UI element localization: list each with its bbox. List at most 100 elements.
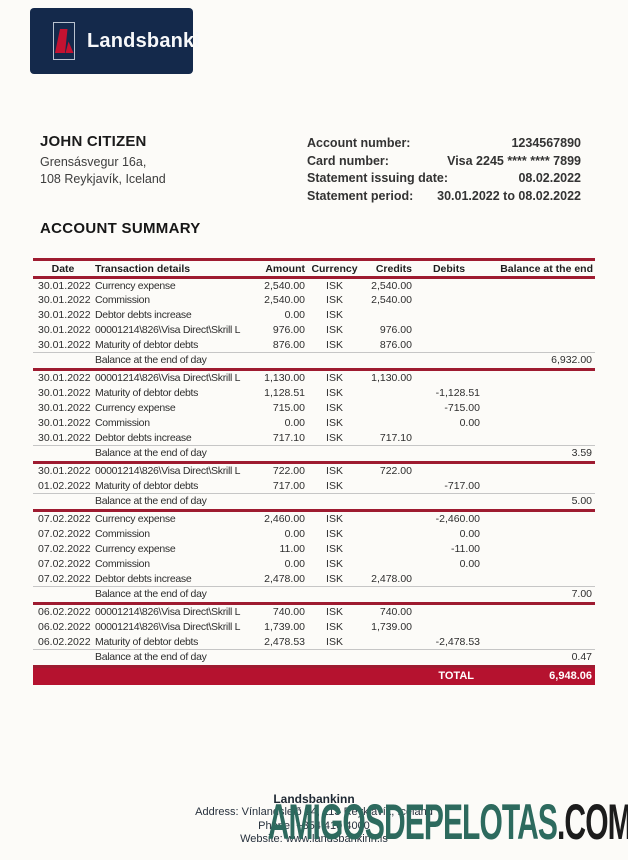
cell-balance: [484, 401, 595, 416]
table-row: 06.02.2022 00001214\826\Visa Direct\Skril…: [33, 620, 595, 635]
table-row: 30.01.2022 Currency expense 715.00 ISK -715.…: [33, 401, 595, 416]
cell-debits: [414, 278, 484, 293]
cell-credits: 722.00: [379, 465, 412, 477]
cell-balance: [484, 464, 595, 479]
cell-debits: 0.00: [459, 417, 480, 429]
cell-empty: [414, 649, 484, 665]
cell-debits: -2,460.00: [435, 513, 480, 525]
cell-date: 30.01.2022: [38, 309, 91, 321]
balance-label: Balance at the end of day: [93, 352, 245, 368]
cell-currency: ISK: [326, 621, 343, 633]
cell-credits: [362, 479, 414, 494]
cell-details: 00001214\826\Visa Direct\Skrill L: [95, 465, 241, 477]
table-row: 07.02.2022 Debtor debts increase 2,478.00 I…: [33, 572, 595, 587]
cell-currency: ISK: [326, 324, 343, 336]
logo-wordmark: Landsbanki: [87, 29, 201, 52]
cell-currency: ISK: [326, 558, 343, 570]
cell-currency: ISK: [326, 309, 343, 321]
cell-debits: [414, 431, 484, 446]
cell-amount: 2,478.00: [264, 572, 305, 585]
column-header: Debits: [414, 258, 484, 279]
balance-row: Balance at the end of day 5.00: [33, 493, 595, 509]
cell-amount: 722.00: [272, 465, 305, 477]
column-header: Amount: [245, 258, 307, 279]
cell-date: 07.02.2022: [38, 558, 91, 570]
cell-details: Commission: [95, 417, 150, 429]
total-row: TOTAL 6,948.06: [33, 667, 595, 685]
cell-balance: [484, 431, 595, 446]
table-header: Date Transaction details Amount Currency Cre…: [33, 258, 595, 279]
cell-empty: [362, 586, 414, 602]
cell-debits: -717.00: [444, 479, 480, 492]
balance-row: Balance at the end of day 6,932.00: [33, 352, 595, 368]
table-row: 30.01.2022 Debtor debts increase 0.00 ISK: [33, 308, 595, 323]
cell-balance: [484, 371, 595, 386]
cell-amount: 717.00: [272, 479, 305, 492]
cell-currency: ISK: [326, 543, 343, 555]
cell-currency: ISK: [326, 417, 343, 429]
cell-date: [33, 445, 93, 461]
cell-credits: [362, 401, 414, 416]
table-row: 06.02.2022 00001214\826\Visa Direct\Skril…: [33, 605, 595, 620]
account-info-label: Statement period:: [307, 188, 414, 203]
balance-row: Balance at the end of day 0.47: [33, 649, 595, 665]
table-row: 06.02.2022 Maturity of debtor debts 2,478.…: [33, 635, 595, 650]
cell-balance: [484, 479, 595, 494]
cell-amount: 976.00: [272, 324, 305, 336]
cell-details: 00001214\826\Visa Direct\Skrill L: [95, 372, 241, 384]
cell-debits: -1,128.51: [435, 387, 480, 399]
balance-row: Balance at the end of day 3.59: [33, 445, 595, 461]
column-header: Currency: [307, 258, 362, 279]
total-label: TOTAL: [414, 667, 484, 685]
balance-row: Balance at the end of day 7.00: [33, 586, 595, 602]
cell-empty: [307, 493, 362, 509]
total-value: 6,948.06: [484, 667, 595, 685]
balance-value: 6,932.00: [484, 352, 595, 368]
cell-details: Commission: [95, 294, 150, 306]
cell-balance: [484, 557, 595, 572]
cell-credits: 717.10: [379, 431, 412, 444]
cell-date: [33, 352, 93, 368]
cell-amount: 2,540.00: [264, 294, 305, 306]
column-header: Transaction details: [93, 258, 245, 279]
cell-balance: [484, 572, 595, 587]
cell-amount: 11.00: [279, 543, 306, 555]
cell-date: 06.02.2022: [38, 621, 91, 633]
cell-balance: [484, 620, 595, 635]
balance-value: 0.47: [484, 649, 595, 665]
landsbanki-logo: Landsbanki: [30, 8, 200, 74]
table-row: 30.01.2022 Maturity of debtor debts 876.00…: [33, 338, 595, 353]
cell-amount: 0.00: [284, 309, 305, 321]
cell-currency: ISK: [326, 431, 343, 444]
cell-date: 30.01.2022: [38, 417, 91, 429]
cell-empty: [245, 352, 307, 368]
account-summary-title: ACCOUNT SUMMARY: [40, 220, 201, 237]
transactions-table-wrap: Date Transaction details Amount Currency Cre…: [33, 258, 595, 685]
account-info-row: Card number: Visa 2245 **** **** 7899: [307, 153, 581, 171]
cell-credits: [362, 542, 414, 557]
cell-credits: [362, 308, 414, 323]
table-row: 30.01.2022 Commission 0.00 ISK 0.00: [33, 416, 595, 431]
cell-credits: 1,130.00: [371, 372, 412, 384]
balance-value: 5.00: [484, 493, 595, 509]
balance-label: Balance at the end of day: [93, 649, 245, 665]
cell-empty: [245, 493, 307, 509]
cell-balance: [484, 278, 595, 293]
footer-phone: Phone: +354 410 4000: [258, 819, 370, 832]
cell-currency: ISK: [326, 387, 343, 399]
cell-amount: 0.00: [284, 417, 305, 429]
cell-balance: [484, 308, 595, 323]
balance-value: 3.59: [484, 445, 595, 461]
cell-amount: 2,540.00: [264, 279, 305, 292]
cell-currency: ISK: [326, 465, 343, 477]
table-row: 07.02.2022 Commission 0.00 ISK 0.00: [33, 557, 595, 572]
account-info-block: Account number: 1234567890 Card number: Vis…: [307, 135, 581, 205]
cell-credits: 2,478.00: [371, 572, 412, 585]
account-info-value: 1234567890: [511, 136, 581, 150]
cell-details: Commission: [95, 558, 150, 570]
cell-empty: [245, 649, 307, 665]
group-separator: [33, 664, 595, 668]
footer-address: Address: Vínlandsleið 14, 113 Reykjavík,…: [195, 806, 433, 818]
account-info-label: Card number:: [307, 153, 389, 168]
